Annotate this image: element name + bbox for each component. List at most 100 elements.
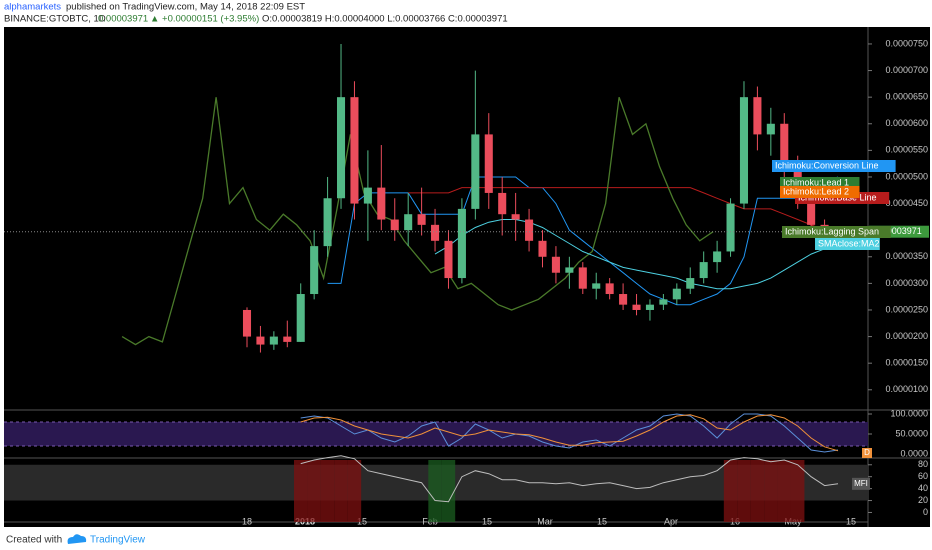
legend-tag [815,238,880,250]
x-tick-label: Mar [537,516,553,526]
candle-body [242,309,252,337]
candle-body [256,336,265,345]
rsi-tag [862,448,872,458]
indicator-line [121,96,714,346]
candle-body [726,203,735,252]
candle-body [672,288,681,300]
rsi-line [300,413,839,453]
mfi-overbought [777,460,791,522]
ohlc: O:0.00003819 H:0.00004000 L:0.00003766 C… [262,14,508,25]
candle-body [350,97,359,204]
y-tick-label: 20 [918,495,928,505]
y-tick-label: 0.0000450 [885,198,928,208]
indicator-line [408,187,839,242]
legend-label: SMAclose:MA2 [818,238,880,248]
candle-body [471,134,480,209]
legend-tag [782,226,891,238]
mfi-overbought [737,460,751,522]
y-tick-label: 0.0000 [900,448,928,458]
candle-body [807,198,816,225]
rsi-band [4,422,868,446]
mfi-overbought [347,460,362,522]
mfi-overbought [334,460,348,522]
y-tick-label: 0.0000150 [885,358,928,368]
candle-body [511,214,520,220]
candle-body [753,97,762,135]
candle-body [780,123,789,167]
footer [0,528,932,550]
mfi-overbought [723,460,738,522]
footer-brand[interactable]: TradingView [90,535,146,546]
candle-body [578,267,587,289]
candle-body [269,336,278,345]
candle-body [538,240,547,257]
y-tick-label: 80 [918,459,928,469]
y-tick-label: 0.0000700 [885,65,928,75]
x-tick-label: 15 [597,516,607,526]
x-tick-label: 15 [357,516,367,526]
change: ▲ +0.00000151 (+3.95%) [150,14,259,25]
mfi-tag [852,477,870,490]
candle-body [404,214,413,231]
candle-body [484,134,493,193]
last-price-label: 0.00003971 [874,226,922,236]
candle-body [632,304,641,310]
rsi-label: D [864,448,870,457]
candle-body [605,283,614,295]
mfi-overbought [750,460,765,522]
candle-body [766,123,775,135]
y-tick-label: 50.0000 [895,428,928,438]
candle-body [363,187,372,204]
candle-body [390,219,399,231]
y-tick-label: 0.0000650 [885,92,928,102]
y-tick-label: 0 [923,507,928,517]
candle-body [713,251,722,263]
candle-body [457,208,466,279]
candle-body [431,224,440,241]
candle-body [551,256,560,273]
y-tick-label: 0.0000300 [885,278,928,288]
y-tick-label: 0.0000200 [885,331,928,341]
footer-text: Created with [6,535,62,546]
x-tick-label: Apr [664,516,678,526]
published: published on TradingView.com, May 14, 20… [66,2,305,13]
mfi-overbought [764,460,778,522]
mfi-overbought [307,460,321,522]
mfi-line [300,455,839,503]
chart-background [4,27,930,527]
legend-label: Ichimoku:Lagging Span [785,226,879,236]
candle-body [377,187,386,220]
x-tick-label: 15 [482,516,492,526]
legend-label: Ichimoku:Conversion Line [775,160,879,170]
candle-body [699,262,708,279]
author[interactable]: alphamarkets [4,2,61,13]
y-tick-label: 0.0000250 [885,304,928,314]
candle-body [659,299,668,305]
y-tick-label: 0.0000100 [885,384,928,394]
candle-body [686,278,695,289]
candle-body [565,267,574,273]
candle-body [619,294,628,305]
candle-body [525,219,534,241]
candle-body [739,97,749,204]
y-tick-label: 0.0000500 [885,171,928,181]
legend-tag [780,186,860,198]
y-tick-label: 0.0000350 [885,251,928,261]
legend-tag [772,160,896,172]
candle-body [444,240,453,279]
y-tick-label: 0.0000600 [885,118,928,128]
candle-body [296,294,305,342]
candle-body [645,304,654,310]
candle-body [323,198,332,247]
mfi-oversold [428,460,442,522]
candle-body [498,192,507,215]
candle-body [310,246,319,295]
y-tick-label: 0.0000550 [885,145,928,155]
indicator-line [327,176,839,306]
y-tick-label: 100.0000 [890,408,928,418]
x-tick-label: 18 [242,516,252,526]
mfi-overbought [294,460,308,522]
y-tick-label: 40 [918,483,928,493]
candle-body [336,97,346,199]
